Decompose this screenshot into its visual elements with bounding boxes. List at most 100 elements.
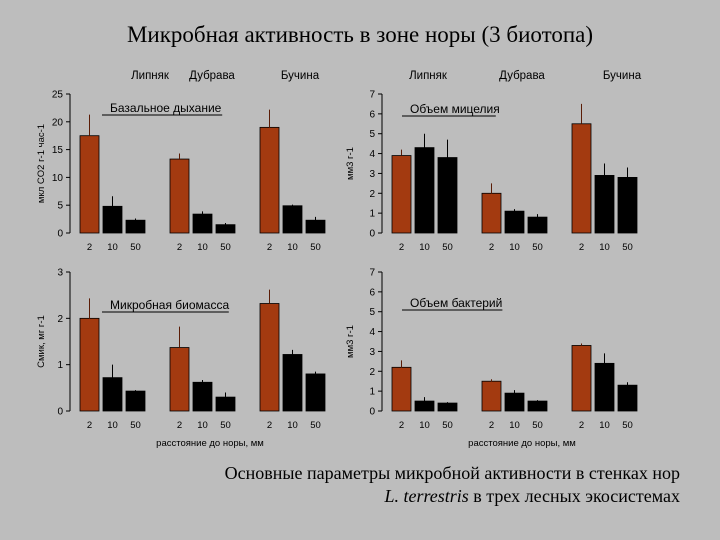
figure-caption: Основные параметры микробной активности … [0,462,680,508]
y-tick-label: 6 [369,109,375,120]
bar [79,317,100,412]
bar [391,155,412,234]
bar [192,381,213,412]
x-tick-label: 2 [267,242,272,253]
bar [125,390,146,412]
biotope-label: Дубрава [189,70,235,82]
x-tick-label: 2 [267,420,272,431]
x-tick-label: 50 [220,242,231,253]
y-tick-label: 2 [369,189,375,200]
x-tick-label: 2 [489,242,494,253]
y-axis-label: мкл CO2 г-1 час-1 [36,124,47,203]
x-tick-label: 50 [442,420,453,431]
y-tick-label: 10 [52,173,64,184]
x-tick-label: 2 [579,242,584,253]
x-tick-label: 50 [220,420,231,431]
figure-title: Микробная активность в зоне норы (3 биот… [126,22,594,47]
bar [504,392,525,412]
panel-title: Микробная биомасса [110,298,229,312]
bar [169,158,190,234]
caption-line-1: Основные параметры микробной активности … [224,463,680,483]
bar [259,303,280,412]
x-tick-label: 10 [509,242,520,253]
biotope-label: Бучина [281,70,320,82]
bar [437,402,458,412]
x-tick-label: 2 [177,420,182,431]
y-tick-label: 15 [52,145,64,156]
x-tick-label: 50 [622,242,633,253]
y-tick-label: 1 [369,387,375,398]
x-axis-label: расстояние до норы, мм [156,438,264,449]
x-tick-label: 2 [177,242,182,253]
bar [571,345,592,412]
y-tick-label: 2 [57,314,63,325]
biotope-label: Бучина [603,70,642,82]
y-tick-label: 3 [369,347,375,358]
bar [102,377,123,412]
bar [282,354,303,412]
x-tick-label: 50 [130,242,141,253]
x-tick-label: 10 [599,420,610,431]
y-tick-label: 4 [369,149,375,160]
x-tick-label: 10 [287,420,298,431]
bar [414,400,435,412]
y-tick-label: 0 [369,229,375,240]
y-tick-label: 6 [369,287,375,298]
biotope-label: Дубрава [499,70,545,82]
bar [125,219,146,234]
y-tick-label: 0 [57,407,63,418]
x-tick-label: 10 [509,420,520,431]
bar [391,366,412,412]
bar [527,216,548,234]
x-tick-label: 2 [399,420,404,431]
bar [215,396,236,412]
y-tick-label: 25 [52,90,64,101]
x-tick-label: 50 [532,242,543,253]
y-tick-label: 5 [369,307,375,318]
bar [305,219,326,234]
y-tick-label: 2 [369,367,375,378]
x-tick-label: 10 [197,420,208,431]
bar [481,380,502,412]
x-tick-label: 10 [107,242,118,253]
x-tick-label: 2 [579,420,584,431]
bar [481,192,502,234]
y-tick-label: 7 [369,268,375,279]
y-tick-label: 5 [369,129,375,140]
biotope-label: Липняк [131,70,170,82]
bar [504,210,525,234]
x-axis-label: расстояние до норы, мм [468,438,576,449]
bar [527,400,548,412]
x-tick-label: 2 [399,242,404,253]
bar [571,123,592,234]
x-tick-label: 50 [442,242,453,253]
bar [102,205,123,234]
y-tick-label: 4 [369,327,375,338]
y-tick-label: 0 [57,229,63,240]
bar [259,126,280,234]
x-tick-label: 10 [419,242,430,253]
bar [215,224,236,234]
bar [282,205,303,234]
y-tick-label: 20 [52,117,64,128]
y-tick-label: 1 [369,209,375,220]
y-tick-label: 5 [57,201,63,212]
y-tick-label: 3 [57,268,63,279]
x-tick-label: 50 [130,420,141,431]
bar [305,373,326,412]
x-tick-label: 10 [197,242,208,253]
bar [79,135,100,234]
y-tick-label: 0 [369,407,375,418]
bar [594,362,615,412]
x-tick-label: 10 [599,242,610,253]
bar [414,147,435,234]
caption-line-2: в трех лесных экосистемах [468,486,680,506]
x-tick-label: 2 [489,420,494,431]
panel-title: Объем бактерий [410,296,502,310]
panel-title: Базальное дыхание [110,101,222,115]
x-tick-label: 50 [532,420,543,431]
bar [169,347,190,412]
y-tick-label: 1 [57,360,63,371]
x-tick-label: 10 [419,420,430,431]
y-axis-label: мм3 г-1 [345,147,356,180]
